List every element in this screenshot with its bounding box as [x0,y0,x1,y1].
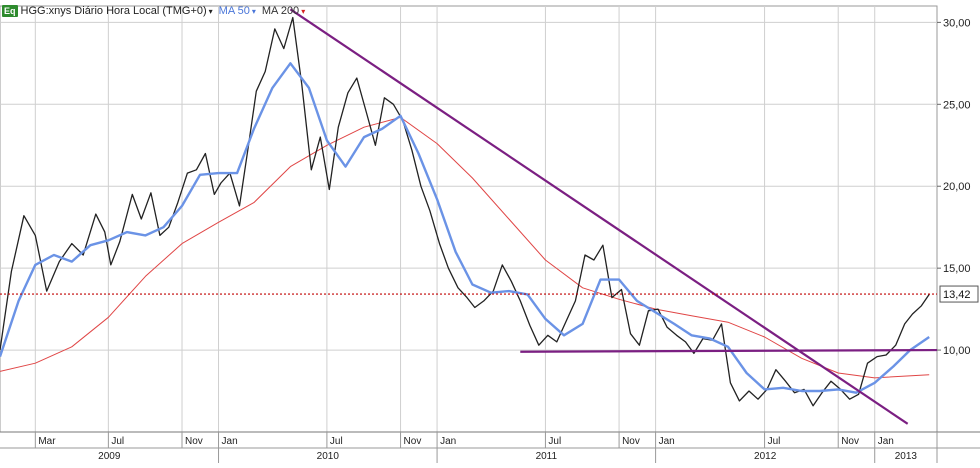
x-month-label: Jul [330,436,343,447]
last-price-label: 13,42 [943,289,971,301]
ma50-series-line [0,62,930,394]
y-tick-label: 10,00 [943,345,971,357]
ma50-label: MA 50 [218,5,250,17]
x-month-label: Jul [768,436,781,447]
y-tick-label: 25,00 [943,99,971,111]
symbol-label[interactable]: HGG:xnys Diário Hora Local (TMG+0) [20,5,207,17]
ma50-dropdown-icon[interactable]: ▾ [251,6,256,16]
price-series-line [0,16,930,407]
x-month-label: Nov [622,436,640,447]
ma200-dropdown-icon[interactable]: ▾ [301,6,306,16]
series-layer [0,8,938,425]
plot-frame [0,5,938,433]
x-year-label: 2012 [754,451,777,462]
grid-layer [0,5,938,433]
ma200-series-line [0,116,930,379]
x-year-label: 2009 [98,451,121,462]
downtrend-trendline [289,8,909,425]
x-month-label: Jan [659,436,675,447]
axis-layer: 10,00 15,00 20,00 25,00 30,00 13,42 Mar Jul Nov J… [0,17,980,463]
x-month-label: Jan [222,436,238,447]
x-month-label: Jan [878,436,894,447]
x-month-label: Jan [440,436,456,447]
y-tick-label: 30,00 [943,17,971,29]
x-month-label: Jul [548,436,561,447]
x-month-label: Nov [841,436,859,447]
x-month-label: Nov [185,436,203,447]
x-month-label: Mar [38,436,56,447]
ma200-legend[interactable]: MA 200 ▾ [262,5,305,17]
x-month-label: Nov [404,436,422,447]
symbol-dropdown-icon[interactable]: ▾ [208,6,213,16]
ma200-label: MA 200 [261,5,300,17]
chart-legend: Eq HGG:xnys Diário Hora Local (TMG+0) ▾ … [2,3,305,19]
x-year-label: 2010 [317,451,340,462]
x-year-label: 2011 [536,451,558,462]
equity-badge: Eq [2,5,18,17]
y-tick-label: 15,00 [943,263,971,275]
x-year-label: 2013 [895,451,918,462]
ma50-legend[interactable]: MA 50 ▾ [219,5,256,17]
x-month-label: Jul [111,436,124,447]
support-trendline [520,348,938,353]
y-tick-label: 20,00 [943,181,971,193]
last-price-badge [939,285,979,303]
